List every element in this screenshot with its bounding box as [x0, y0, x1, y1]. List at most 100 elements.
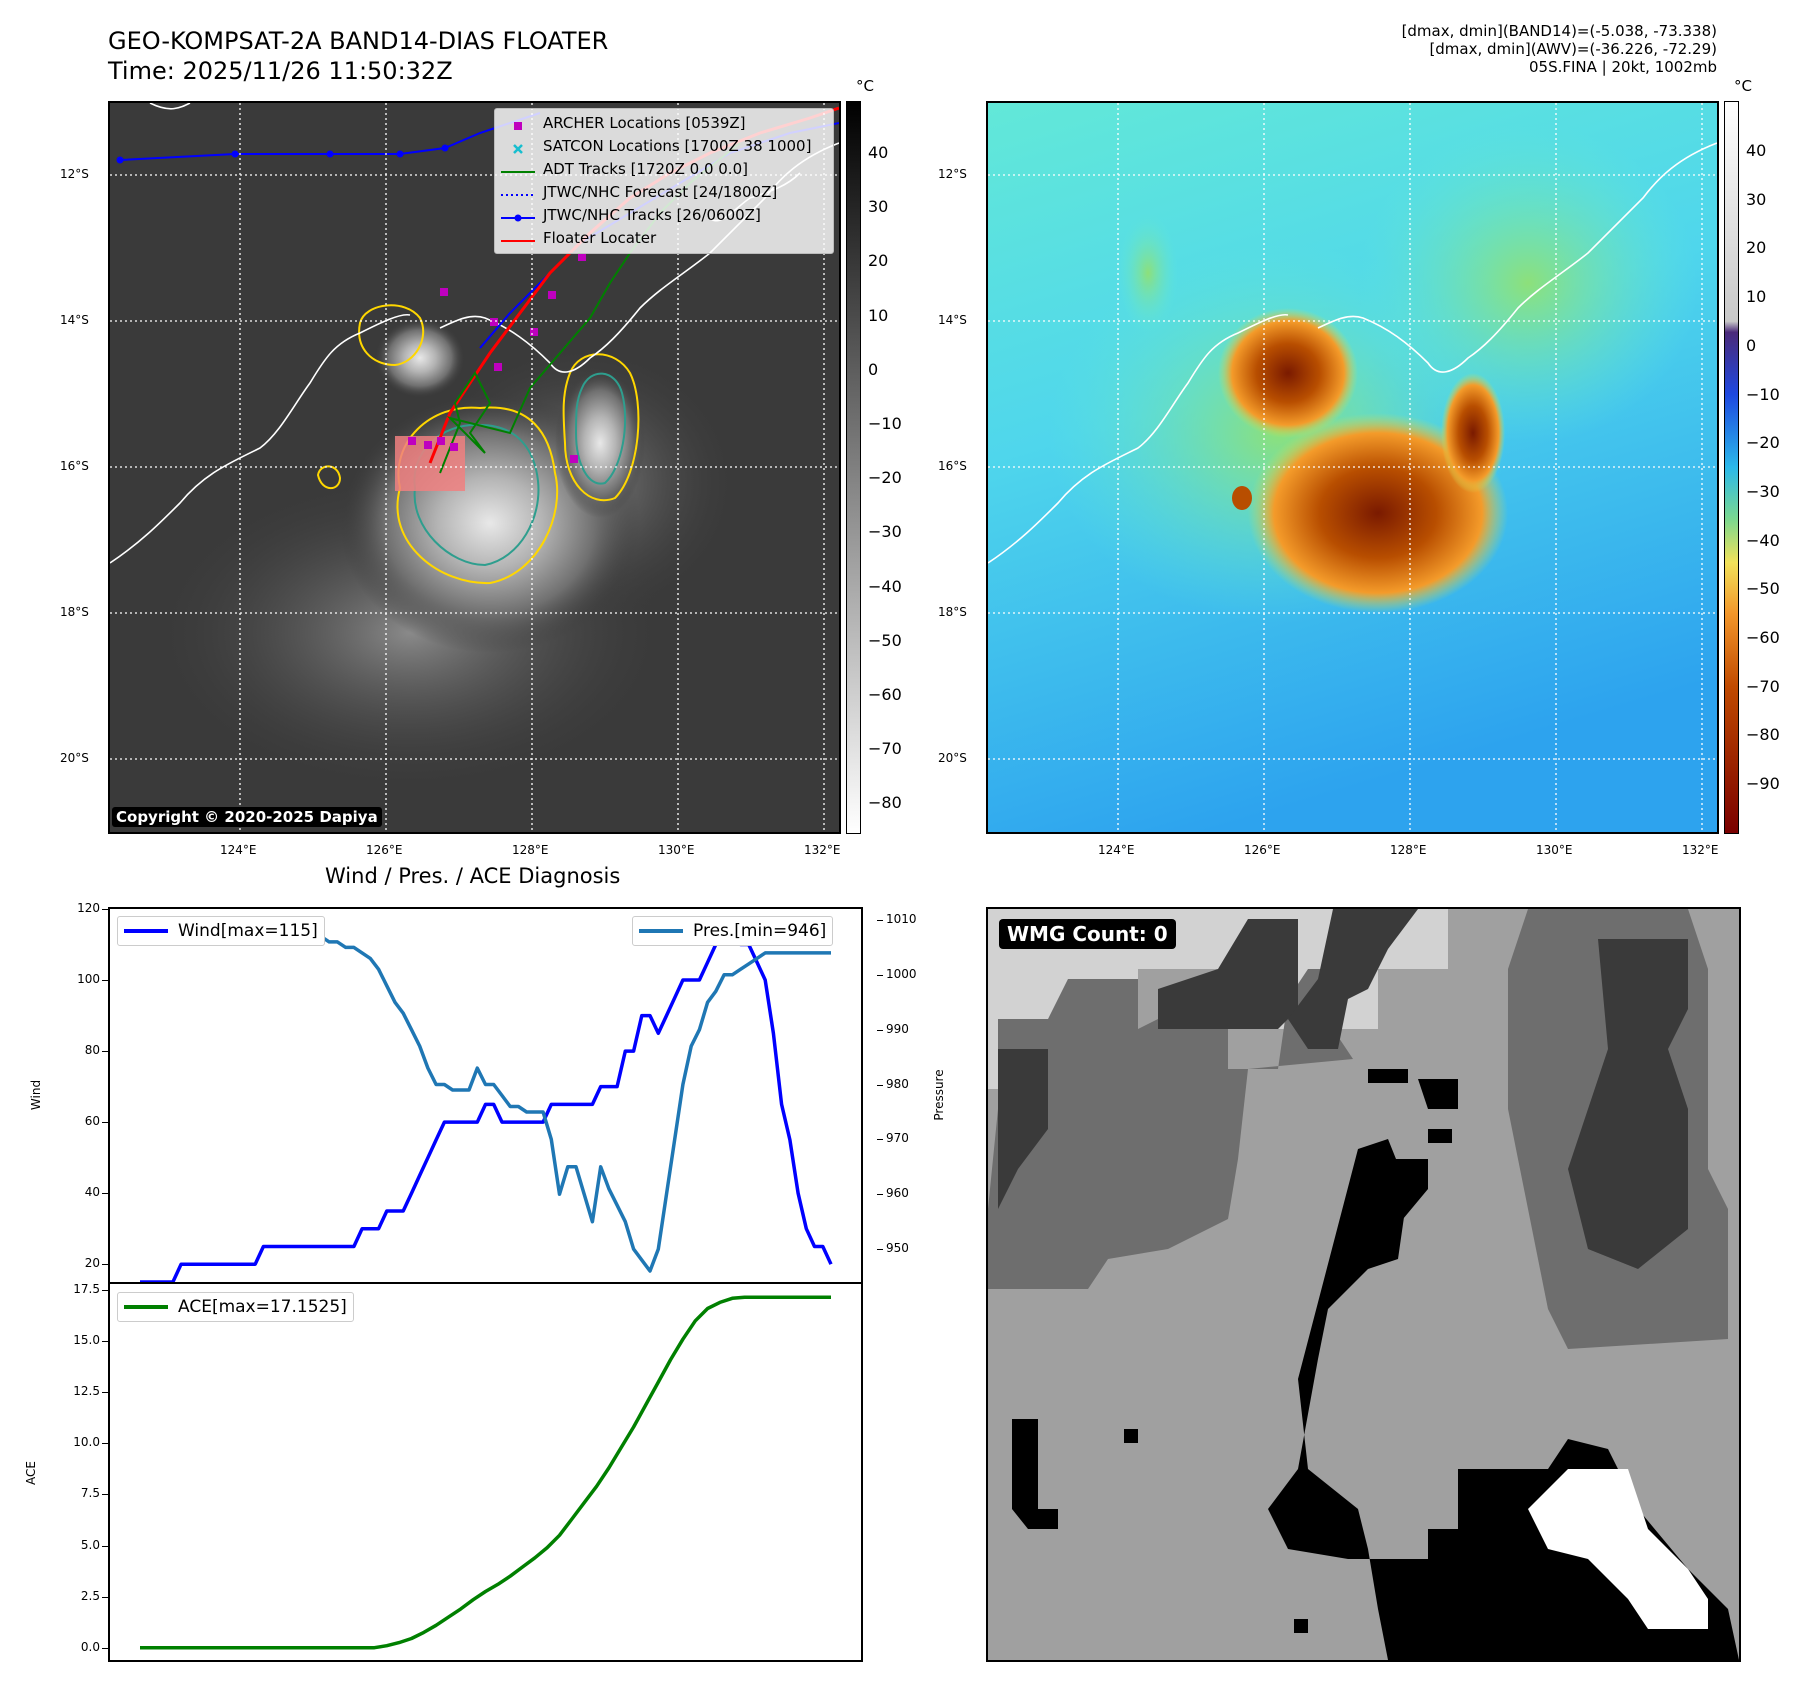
info-block: [dmax, dmin](BAND14)=(-5.038, -73.338) [… [1402, 22, 1717, 76]
lat-tick-label: 20°S [938, 751, 967, 765]
storm-cloud [375, 318, 465, 398]
awv-colorbar-tick: −70 [1746, 676, 1780, 696]
band14-map-canvas [110, 103, 839, 832]
wind-axis-label: Wind [29, 1079, 43, 1111]
wind-y-tick: 60 [84, 1114, 100, 1129]
wmg-region [1288, 909, 1418, 1049]
ace-y-tick: 12.5 [73, 1384, 100, 1399]
lon-tick-label: 124°E [1098, 843, 1135, 857]
wind-y-tick: 100 [77, 972, 100, 987]
wmg-region [1528, 1469, 1708, 1629]
lon-tick-label: 132°E [1682, 843, 1719, 857]
pressure-y-tick: 990 [886, 1021, 909, 1036]
storm-core [1248, 413, 1508, 613]
band14-colorbar-tick: −80 [868, 793, 902, 813]
awv-map [986, 101, 1719, 834]
wmg-region [988, 969, 1353, 1289]
pressure-y-tick: 1000 [886, 966, 917, 981]
wmg-region [1294, 1619, 1308, 1633]
pressure-y-tick: 950 [886, 1241, 909, 1256]
ace-y-tick: 0.0 [80, 1639, 100, 1654]
tick-mark [877, 1029, 883, 1031]
awv-colorbar-tick: −80 [1746, 725, 1780, 745]
wind-series-line [140, 925, 833, 1282]
info-line-2: [dmax, dmin](AWV)=(-36.226, -72.29) [1429, 40, 1717, 58]
copyright-badge: Copyright © 2020-2025 Dapiya [112, 807, 382, 827]
tick-mark [102, 1341, 108, 1343]
tick-mark [102, 1264, 108, 1266]
wind-legend-key [124, 929, 168, 933]
ace-plot [140, 1295, 831, 1650]
map-gridlines [988, 103, 1717, 832]
wind-legend-label: Wind[max=115] [178, 921, 318, 941]
wind-y-tick: 20 [84, 1256, 100, 1271]
awv-colorbar-tick: 0 [1746, 335, 1757, 355]
lat-tick-label: 12°S [60, 167, 89, 181]
contour-line [413, 423, 540, 567]
lat-tick-label: 16°S [938, 459, 967, 473]
coastline [988, 142, 1717, 564]
jtwc-track-points [116, 144, 449, 164]
band14-colorbar-tick: −20 [868, 468, 902, 488]
tick-mark [877, 974, 883, 976]
lat-tick-label: 18°S [60, 605, 89, 619]
legend-entry: JTWC/NHC Forecast [24/1800Z] [501, 181, 827, 204]
band14-colorbar-tick: 10 [868, 305, 889, 325]
ace-legend: ACE[max=17.1525] [117, 1292, 354, 1322]
wmg-region [1428, 1129, 1452, 1143]
tick-mark [102, 1193, 108, 1195]
tick-mark [877, 1139, 883, 1141]
legend-label: ARCHER Locations [0539Z] [543, 114, 746, 132]
awv-colorbar-tick: −90 [1746, 774, 1780, 794]
legend-label: JTWC/NHC Forecast [24/1800Z] [543, 183, 778, 201]
legend-entry: SATCON Locations [1700Z 38 1000] [501, 135, 827, 158]
contour-line [562, 353, 640, 502]
pressure-axis-label: Pressure [932, 1069, 946, 1121]
wmg-count-badge: WMG Count: 0 [999, 919, 1176, 949]
legend-key [501, 140, 535, 154]
lon-tick-label: 126°E [366, 843, 403, 857]
archer-locations [408, 253, 586, 463]
ace-axis-label: ACE [24, 1461, 38, 1485]
tick-mark [877, 919, 883, 921]
storm-core [1232, 486, 1252, 510]
legend-entry: JTWC/NHC Tracks [26/0600Z] [501, 204, 827, 227]
lon-tick-label: 124°E [220, 843, 257, 857]
wind-y-tick: 80 [84, 1043, 100, 1058]
band14-colorbar-tick: −60 [868, 685, 902, 704]
awv-colorbar [1724, 101, 1739, 834]
lat-tick-label: 16°S [60, 459, 89, 473]
awv-colorbar-tick: −50 [1746, 579, 1780, 599]
ace-y-tick: 10.0 [73, 1435, 100, 1450]
title-line-1: GEO-KOMPSAT-2A BAND14-DIAS FLOATER [108, 27, 609, 55]
band14-colorbar-unit: °C [856, 77, 874, 95]
lat-tick-label: 20°S [60, 751, 89, 765]
lon-tick-label: 130°E [658, 843, 695, 857]
awv-colorbar-tick: 10 [1746, 287, 1767, 307]
wind-y-tick: 40 [84, 1185, 100, 1200]
tick-mark [102, 1122, 108, 1124]
legend-label: SATCON Locations [1700Z 38 1000] [543, 137, 812, 155]
awv-colorbar-tick: −10 [1746, 384, 1780, 404]
wmg-grid [988, 909, 1739, 1660]
lon-tick-label: 128°E [512, 843, 549, 857]
info-line-3: 05S.FINA | 20kt, 1002mb [1529, 58, 1717, 76]
awv-colorbar-tick: −40 [1746, 530, 1780, 550]
ace-y-tick: 17.5 [73, 1282, 100, 1297]
pressure-legend: Pres.[min=946] [632, 916, 834, 946]
band14-colorbar-tick: −10 [868, 414, 902, 433]
band14-colorbar-tick: 30 [868, 197, 889, 217]
awv-colorbar-tick: −20 [1746, 433, 1780, 453]
awv-colorbar-tick: −60 [1746, 628, 1780, 647]
pressure-y-tick: 980 [886, 1076, 909, 1091]
wind-pressure-panel [108, 907, 863, 1284]
lon-tick-label: 132°E [804, 843, 841, 857]
wind-y-tick: 120 [77, 901, 100, 915]
legend-key [501, 117, 535, 131]
figure-title: GEO-KOMPSAT-2A BAND14-DIAS FLOATER Time:… [108, 26, 608, 86]
awv-colorbar-tick: 30 [1746, 189, 1767, 209]
pressure-y-tick: 1010 [886, 911, 917, 926]
legend-label: Floater Locater [543, 229, 657, 247]
tick-mark [102, 1596, 108, 1598]
moisture-region [1118, 213, 1178, 333]
